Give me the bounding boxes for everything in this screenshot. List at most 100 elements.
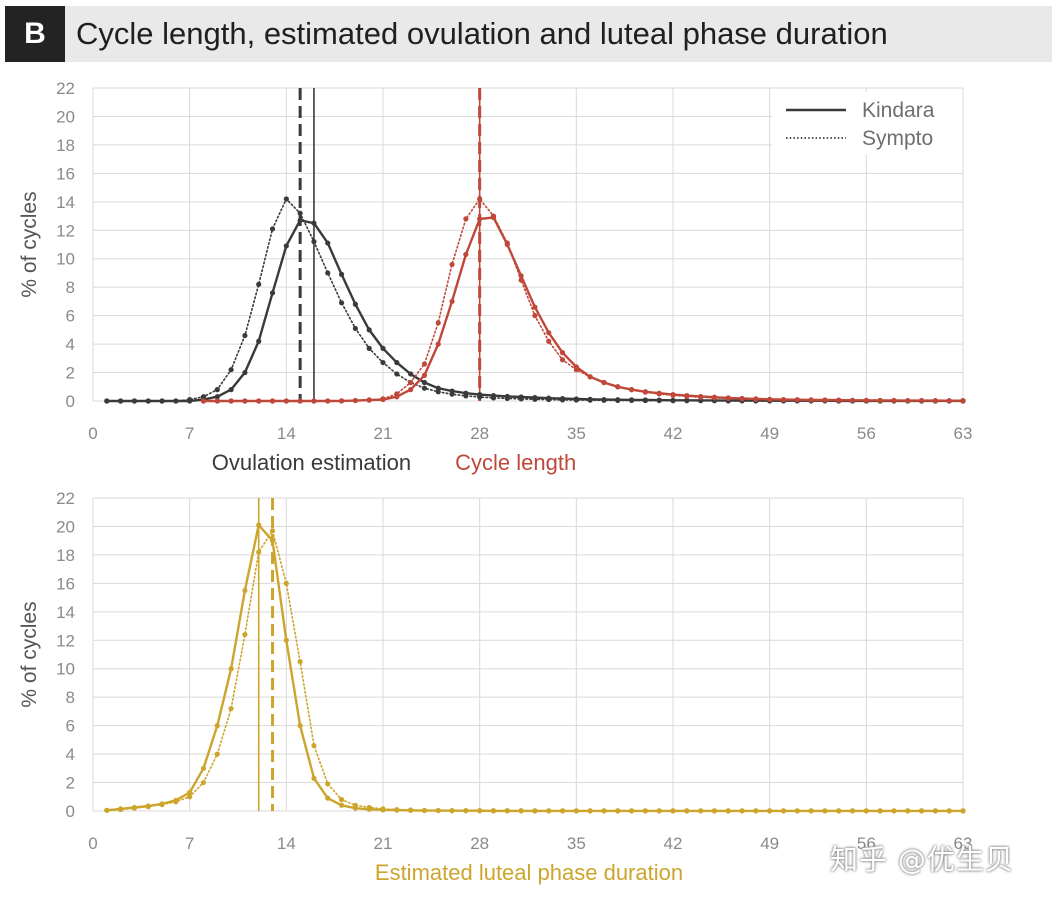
data-point xyxy=(256,522,262,528)
series-points-estimated-luteal-phase-duration-kindara xyxy=(104,522,966,814)
data-point xyxy=(601,379,607,386)
x-tick-label: 7 xyxy=(185,424,194,443)
data-point xyxy=(187,789,193,796)
x-tick-label: 35 xyxy=(567,424,586,443)
figure-header: B Cycle length, estimated ovulation and … xyxy=(5,6,1052,62)
data-point xyxy=(338,802,345,808)
x-axis-title: Estimated luteal phase duration xyxy=(375,860,683,885)
x-axis-title-estimated-luteal-phase-duration: Estimated luteal phase duration xyxy=(375,860,683,885)
data-point xyxy=(477,808,483,814)
data-point xyxy=(352,301,358,307)
data-point xyxy=(200,398,207,404)
data-point xyxy=(283,196,289,202)
data-point xyxy=(711,395,718,401)
data-point xyxy=(408,807,414,813)
data-point xyxy=(449,261,455,268)
y-tick-label: 18 xyxy=(56,136,75,155)
data-point xyxy=(628,397,635,404)
data-point xyxy=(918,808,925,814)
data-point xyxy=(573,808,579,814)
data-point xyxy=(366,397,372,403)
x-axis-title-cycle-length: Cycle length xyxy=(455,450,576,475)
y-tick-label: 0 xyxy=(66,802,75,821)
data-point xyxy=(960,808,966,814)
data-point xyxy=(283,243,289,249)
data-point xyxy=(435,389,441,395)
data-point xyxy=(822,808,828,814)
data-point xyxy=(380,396,386,402)
data-point xyxy=(187,794,193,800)
data-point xyxy=(504,808,510,814)
series-points-ovulation-estimation-kindara xyxy=(104,217,966,404)
data-point xyxy=(960,398,966,404)
data-point xyxy=(311,398,317,404)
x-tick-label: 63 xyxy=(954,834,973,853)
data-point xyxy=(546,338,552,344)
data-point xyxy=(711,808,718,814)
x-tick-label: 42 xyxy=(664,424,683,443)
data-point xyxy=(269,538,276,544)
y-tick-label: 20 xyxy=(56,107,75,126)
data-point xyxy=(449,807,455,814)
data-point xyxy=(490,213,497,219)
data-point xyxy=(463,807,469,814)
data-point xyxy=(242,398,248,404)
data-point xyxy=(822,397,828,403)
data-point xyxy=(214,751,220,757)
data-point xyxy=(849,808,856,814)
data-point xyxy=(684,393,690,399)
data-point xyxy=(905,397,911,404)
data-point xyxy=(794,397,800,403)
data-point xyxy=(131,398,138,404)
data-point xyxy=(269,290,276,296)
data-point xyxy=(601,808,607,814)
data-point xyxy=(836,397,842,403)
data-point xyxy=(325,795,331,801)
data-point xyxy=(877,808,883,814)
data-point xyxy=(200,779,207,786)
data-point xyxy=(905,808,911,814)
data-point xyxy=(808,808,814,814)
data-point xyxy=(338,300,345,306)
data-point xyxy=(435,341,441,347)
y-tick-label: 12 xyxy=(56,221,75,240)
data-point xyxy=(283,637,289,643)
y-tick-label: 22 xyxy=(56,79,75,98)
data-point xyxy=(946,398,952,404)
y-tick-label: 22 xyxy=(56,489,75,508)
data-point xyxy=(477,394,483,400)
data-point xyxy=(338,271,345,277)
y-tick-label: 14 xyxy=(56,193,75,212)
watermark: 知乎 @优生贝 xyxy=(830,843,1014,876)
y-tick-label: 12 xyxy=(56,631,75,650)
data-point xyxy=(546,396,552,403)
y-axis-label: % of cycles xyxy=(18,601,41,707)
data-point xyxy=(698,808,704,814)
data-point xyxy=(311,239,317,245)
data-point xyxy=(642,397,648,404)
y-tick-label: 2 xyxy=(66,364,75,383)
data-point xyxy=(297,217,303,223)
data-point xyxy=(435,807,441,814)
x-tick-label: 35 xyxy=(567,834,586,853)
data-point xyxy=(490,395,497,401)
data-point xyxy=(767,396,773,403)
y-tick-label: 4 xyxy=(66,745,75,764)
data-point xyxy=(269,398,276,404)
data-point xyxy=(214,394,220,400)
data-point xyxy=(325,781,331,787)
data-point xyxy=(352,325,358,332)
data-point xyxy=(739,396,745,402)
y-tick-label: 16 xyxy=(56,574,75,593)
x-tick-label: 0 xyxy=(88,834,97,853)
data-point xyxy=(684,808,690,814)
series-line-ovulation-estimation-sympto xyxy=(106,198,964,402)
data-point xyxy=(214,398,220,404)
data-point xyxy=(269,528,276,534)
data-point xyxy=(145,398,151,404)
data-point xyxy=(532,313,538,319)
x-tick-label: 28 xyxy=(470,424,489,443)
data-point xyxy=(463,216,469,222)
data-point xyxy=(477,216,483,222)
y-tick-label: 8 xyxy=(66,688,75,707)
